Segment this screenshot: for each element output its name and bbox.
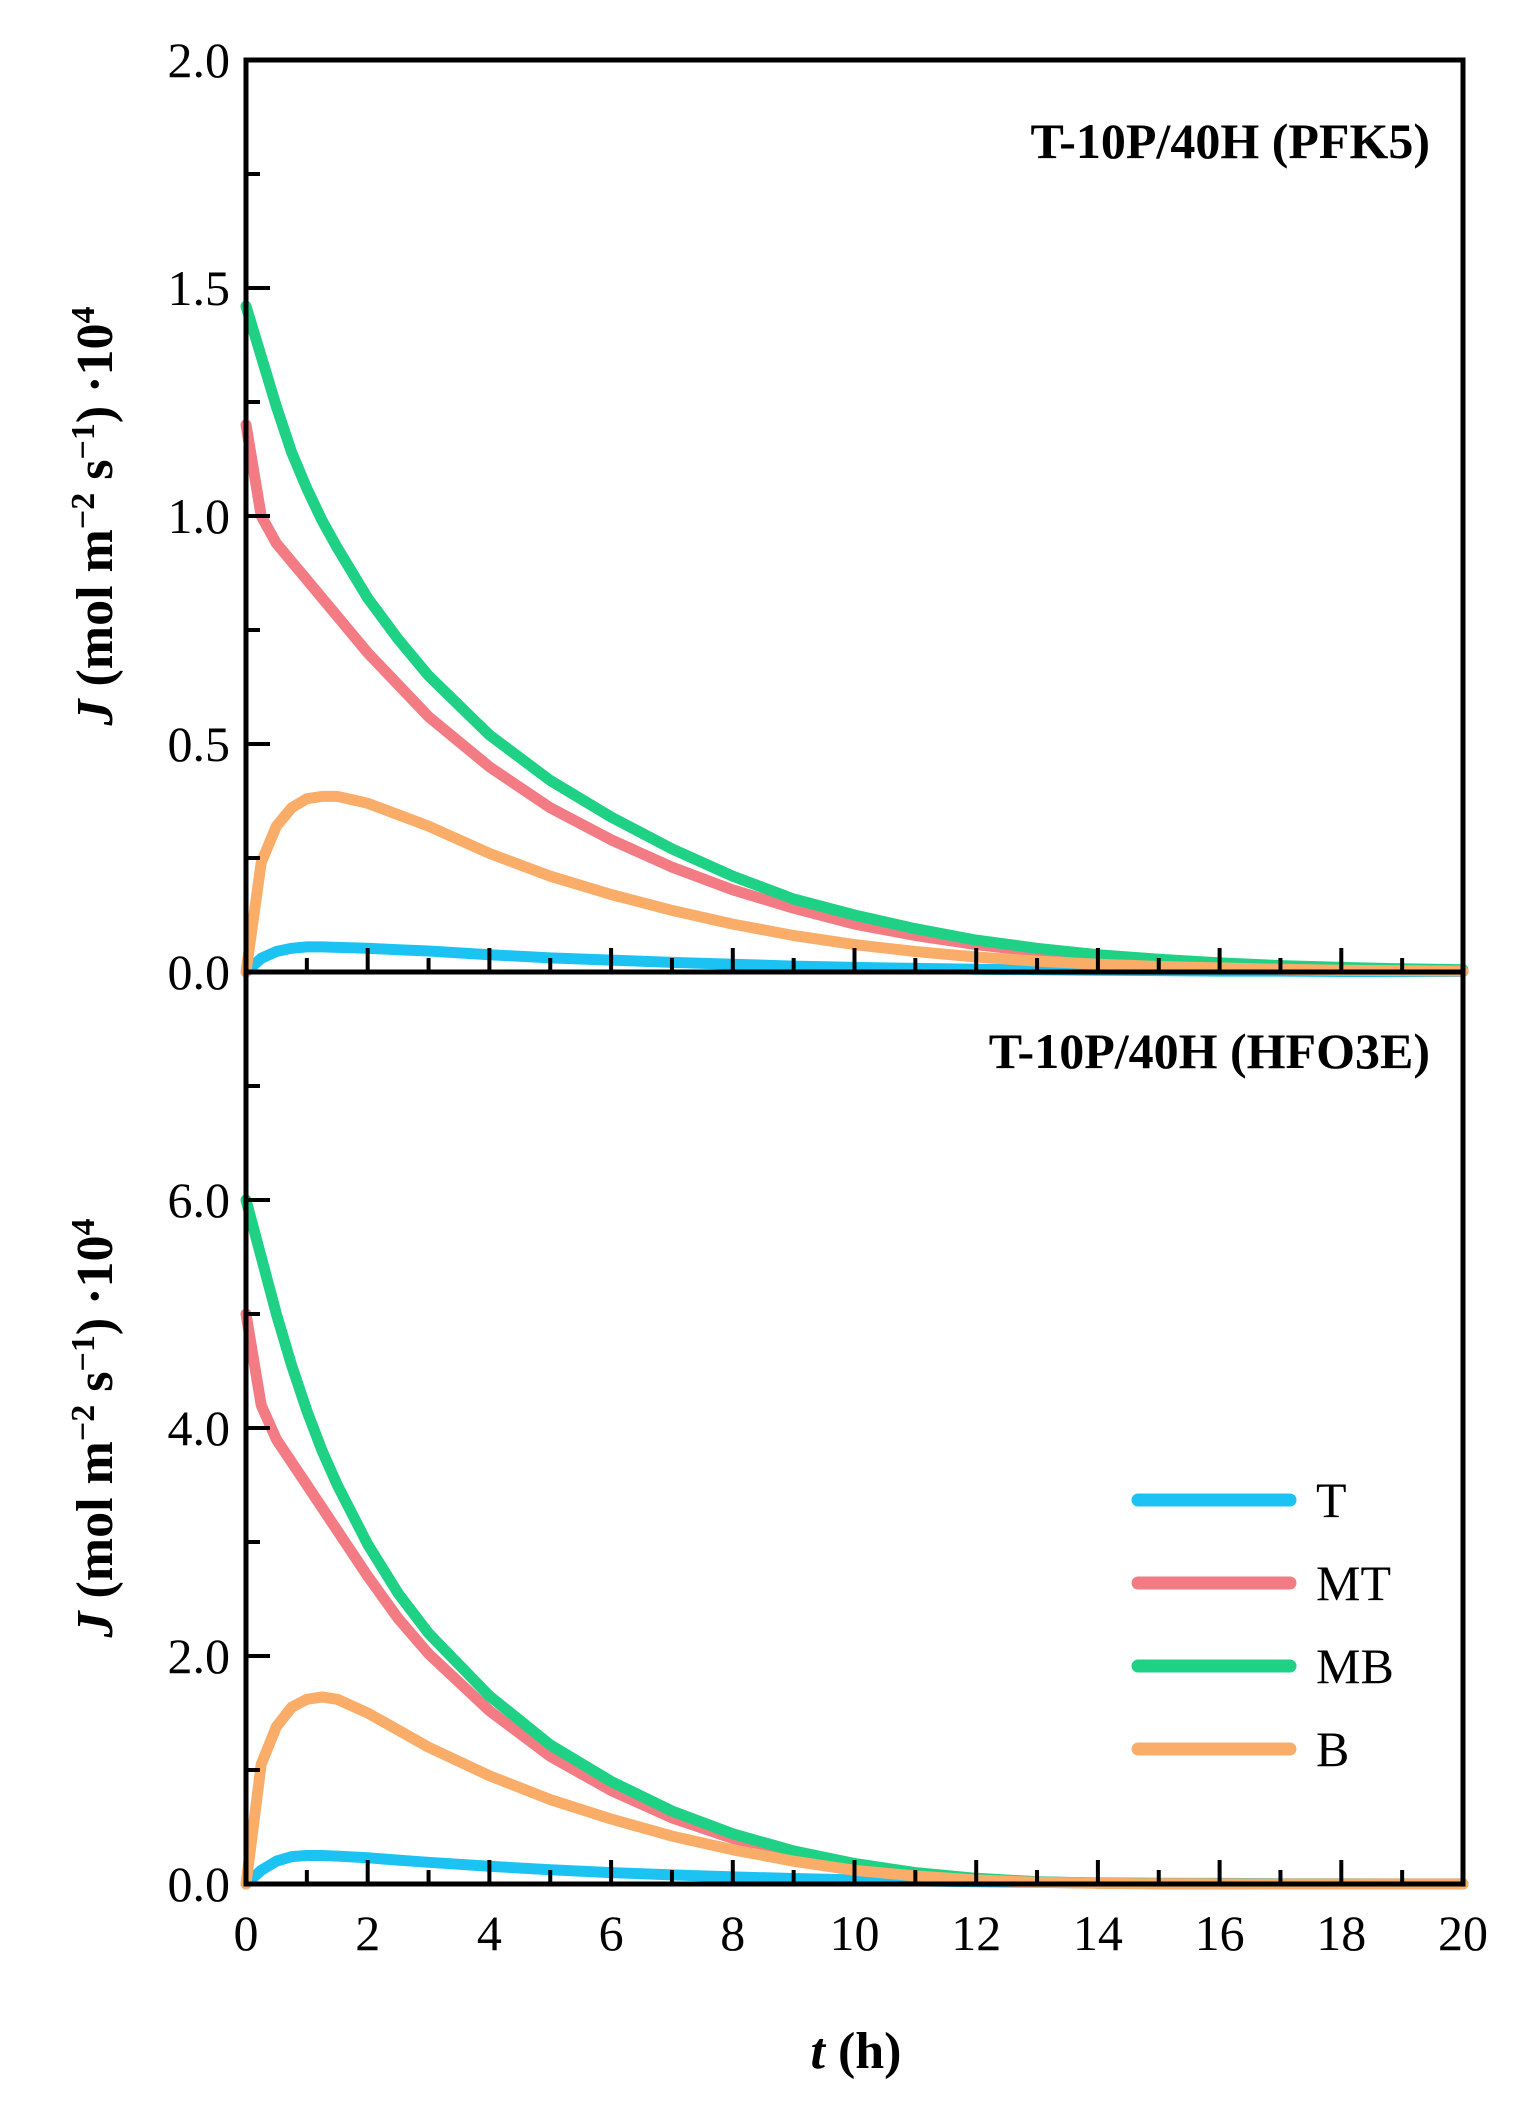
bottom-y-axis-exp1: −2 bbox=[65, 1405, 102, 1441]
bottom-y-axis-exp3: 4 bbox=[65, 1218, 102, 1235]
bottom-series-b bbox=[240, 1691, 1469, 1890]
bottom-ticks: 0.0 2.0 4.0 6.0 bbox=[168, 970, 1465, 1912]
top-y-axis-exp1: −2 bbox=[65, 493, 102, 529]
top-y-tick-label: 1.5 bbox=[168, 260, 231, 316]
bottom-y-axis-mid: s bbox=[67, 1372, 124, 1405]
top-series-b bbox=[240, 790, 1469, 978]
top-y-axis-exp2: −1 bbox=[65, 423, 102, 459]
x-tick-label: 6 bbox=[599, 1905, 624, 1961]
top-y-axis-label: J (mol m−2 s−1) ·104 bbox=[65, 306, 124, 726]
top-panel-title: T-10P/40H (PFK5) bbox=[1030, 113, 1430, 169]
bottom-y-axis-exp2: −1 bbox=[65, 1335, 102, 1371]
bottom-y-tick-label: 6.0 bbox=[168, 1172, 231, 1228]
bottom-panel: 0.02.04.06.0 T-10P/40H (HFO3E) J (mol m−… bbox=[65, 969, 1469, 1912]
top-ticks: 0.0 0.5 1.0 1.5 2.0 bbox=[168, 32, 1465, 1000]
x-axis: 0 2 4 6 8 10 12 14 16 18 20 bbox=[234, 1905, 1489, 1961]
bottom-series-mb bbox=[240, 1194, 1469, 1890]
legend: T MT MB B bbox=[1131, 1472, 1394, 1777]
top-y-tick-label: 0.0 bbox=[168, 944, 231, 1000]
top-plot-frame bbox=[243, 57, 1466, 975]
top-series-layer bbox=[240, 300, 1469, 978]
x-tick-label: 8 bbox=[720, 1905, 745, 1961]
legend-label-mb: MB bbox=[1316, 1638, 1394, 1694]
top-y-axis-var: J bbox=[67, 698, 124, 727]
top-y-axis-mid: s bbox=[67, 460, 124, 493]
bottom-y-tick-label: 4.0 bbox=[168, 1400, 231, 1456]
top-y-tick-label: 0.5 bbox=[168, 716, 231, 772]
bottom-y-axis-label: J (mol m−2 s−1) ·104 bbox=[65, 1218, 124, 1638]
x-tick-label: 16 bbox=[1195, 1905, 1245, 1961]
legend-label-b: B bbox=[1316, 1721, 1349, 1777]
x-tick-label: 12 bbox=[951, 1905, 1001, 1961]
bottom-y-axis-var: J bbox=[67, 1610, 124, 1639]
x-tick-label: 0 bbox=[234, 1905, 259, 1961]
x-axis-label: t (h) bbox=[810, 2023, 901, 2080]
x-tick-label: 14 bbox=[1073, 1905, 1123, 1961]
top-y-axis-exp3: 4 bbox=[65, 306, 102, 323]
bottom-series-mt bbox=[240, 1308, 1469, 1890]
top-panel: 0.0 0.5 1.0 1.5 2.0 T-10P/40H (PFK5) J (mol … bbox=[65, 32, 1469, 1000]
top-series-mt bbox=[240, 419, 1469, 976]
bottom-y-tick-label: 0.0 bbox=[168, 1856, 231, 1912]
bottom-y-tick-label: 2.0 bbox=[168, 1628, 231, 1684]
x-tick-label: 18 bbox=[1316, 1905, 1366, 1961]
top-y-axis-tail: ) ·10 bbox=[67, 323, 124, 423]
bottom-y-axis-unit: (mol m bbox=[67, 1441, 124, 1611]
bottom-y-axis-tail: ) ·10 bbox=[67, 1235, 124, 1335]
x-axis-var: t bbox=[810, 2023, 826, 2080]
top-series-mb bbox=[240, 300, 1469, 976]
top-y-tick-label: 1.0 bbox=[168, 488, 231, 544]
x-axis-unit: (h) bbox=[825, 2023, 902, 2080]
legend-label-mt: MT bbox=[1316, 1555, 1391, 1611]
top-y-axis-unit: (mol m bbox=[67, 529, 124, 699]
bottom-panel-title: T-10P/40H (HFO3E) bbox=[989, 1023, 1430, 1079]
top-y-tick-label: 2.0 bbox=[168, 32, 231, 88]
x-tick-label: 10 bbox=[830, 1905, 880, 1961]
legend-label-t: T bbox=[1316, 1472, 1347, 1528]
x-tick-label: 4 bbox=[477, 1905, 502, 1961]
x-tick-label: 20 bbox=[1438, 1905, 1488, 1961]
bottom-series-layer bbox=[240, 1194, 1469, 1890]
x-tick-label: 2 bbox=[355, 1905, 380, 1961]
